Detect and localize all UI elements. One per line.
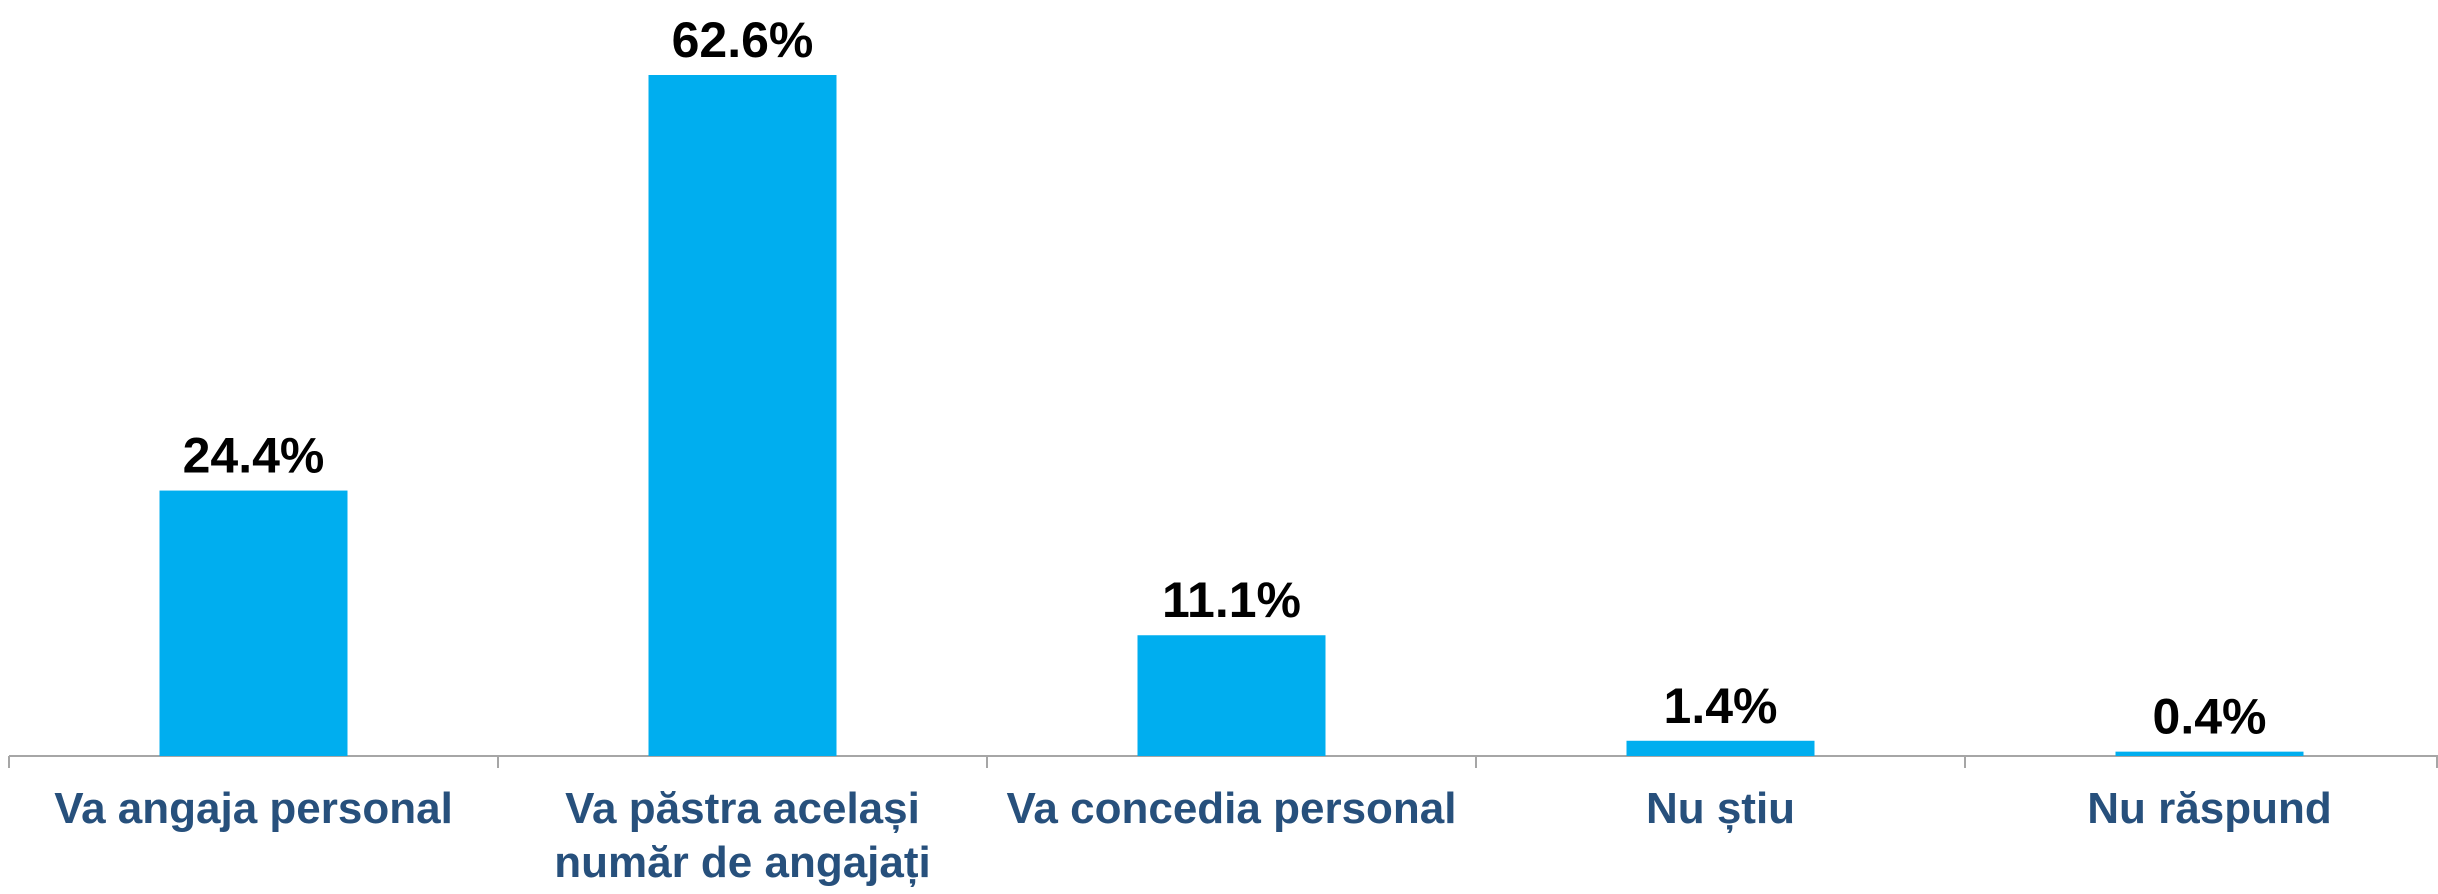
bar	[1626, 740, 1815, 756]
x-tick-label: Va concedia personal	[1006, 784, 1457, 833]
bar	[2115, 751, 2304, 756]
bar	[1137, 635, 1326, 756]
x-tick-label: Va păstra același număr de angajați	[554, 784, 931, 887]
x-tick-label: Nu știu	[1645, 784, 1796, 833]
value-label: 24.4%	[183, 428, 325, 484]
value-label: 0.4%	[2153, 689, 2267, 745]
bar	[159, 490, 348, 756]
x-tick-label: Nu răspund	[2087, 784, 2332, 833]
value-label: 1.4%	[1664, 678, 1778, 734]
bar	[648, 75, 837, 756]
value-label: 62.6%	[672, 12, 814, 68]
value-label: 11.1%	[1162, 572, 1301, 628]
x-tick-label: Va angaja personal	[54, 784, 453, 833]
